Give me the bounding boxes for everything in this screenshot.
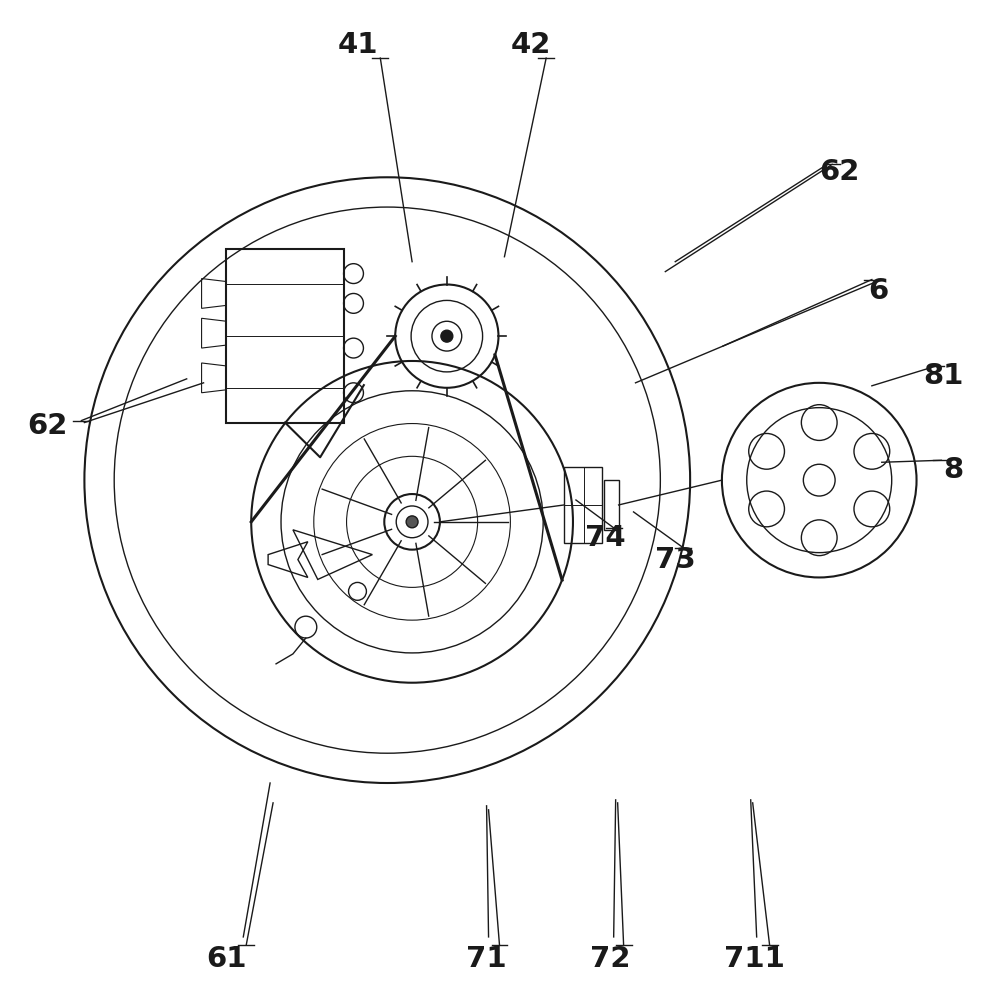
Text: 62: 62 [819,158,859,186]
Text: 74: 74 [586,524,626,552]
Text: 62: 62 [28,412,68,440]
Circle shape [441,330,453,342]
Text: 6: 6 [869,277,889,305]
Text: 61: 61 [207,945,246,973]
Text: 81: 81 [923,362,963,390]
Text: 42: 42 [511,31,551,59]
Text: 8: 8 [943,456,963,484]
Text: 71: 71 [467,945,506,973]
Text: 41: 41 [338,31,377,59]
Circle shape [406,516,418,528]
Text: 72: 72 [591,945,631,973]
Text: 73: 73 [654,546,696,574]
Text: 711: 711 [724,945,785,973]
